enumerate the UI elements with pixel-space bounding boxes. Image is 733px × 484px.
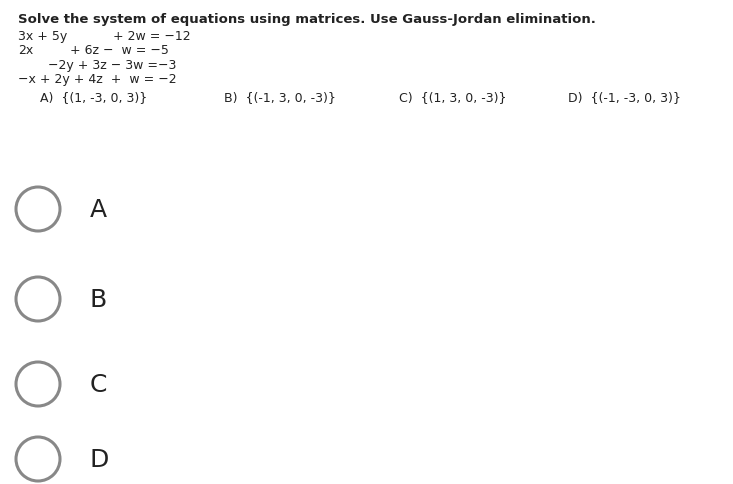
Text: C)  {(1, 3, 0, -3)}: C) {(1, 3, 0, -3)} [399,91,507,104]
Text: D: D [90,447,109,471]
Text: −2y + 3z − 3w =−3: −2y + 3z − 3w =−3 [48,59,177,72]
Text: Solve the system of equations using matrices. Use Gauss-Jordan elimination.: Solve the system of equations using matr… [18,13,596,26]
Text: A)  {(1, -3, 0, 3)}: A) {(1, -3, 0, 3)} [40,91,147,104]
Text: 3x + 5y: 3x + 5y [18,30,67,43]
Text: B: B [90,287,107,311]
Text: + 6z −  w = −5: + 6z − w = −5 [70,45,169,58]
Text: A: A [90,197,107,222]
Text: −x + 2y + 4z  +  w = −2: −x + 2y + 4z + w = −2 [18,74,177,86]
Text: B)  {(-1, 3, 0, -3)}: B) {(-1, 3, 0, -3)} [224,91,336,104]
Text: D)  {(-1, -3, 0, 3)}: D) {(-1, -3, 0, 3)} [568,91,681,104]
Text: + 2w = −12: + 2w = −12 [113,30,191,43]
Text: 2x: 2x [18,45,33,58]
Text: C: C [90,372,107,396]
